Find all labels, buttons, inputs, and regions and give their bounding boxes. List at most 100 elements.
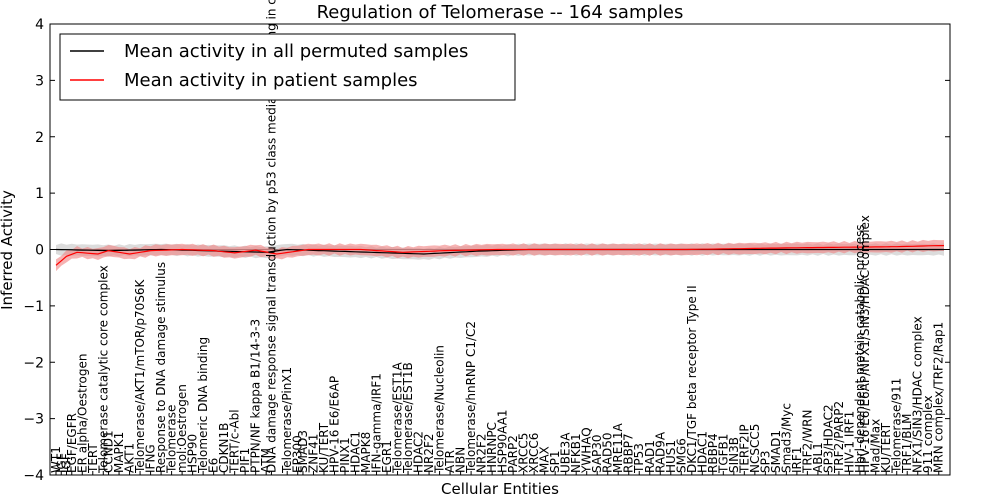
x-tick-label: NCSCC5 [748,424,762,473]
x-tick-label: EP300 [291,435,305,473]
x-axis-label: Cellular Entities [441,480,559,498]
x-tick-label: Telomerase/EST1B [401,362,415,474]
y-tick-label: 3 [35,73,44,89]
x-tick-label: DNA damage response signal transduction … [264,0,278,473]
x-tick-label: HNRNPC [485,422,499,473]
x-tick-label: RAD1 [643,440,657,473]
x-tick-label: HDAC1 [349,431,363,473]
x-tick-label: SMAD1 [769,430,783,473]
x-tick-label: ER alpha/Oestrogen [75,354,89,473]
x-tick-label: ZNF41 [307,434,321,473]
x-tick-label: mol:Oestrogen [175,384,189,473]
x-tick-label: HDAC1 [695,431,709,473]
y-tick-label: −1 [23,299,44,315]
x-tick-label: Smad3/Myc [779,403,793,473]
x-tick-label: ABL1 [811,442,825,473]
x-tick-label: SMG6 [674,438,688,473]
x-tick-label: PIF1 [238,448,252,473]
y-tick-label: 2 [35,130,44,146]
y-tick-label: 1 [35,186,44,202]
x-tick-label: MAX [538,446,552,473]
x-tick-label: Telomerase/hnRNP C1/C2 [464,321,478,474]
x-tick-label: CDKN1B [217,423,231,473]
y-tick-label: −3 [23,412,44,428]
x-tick-label: HSP90 [186,434,200,473]
legend-label-2: Mean activity in patient samples [124,70,418,91]
legend: Mean activity in all permuted samples Mea… [59,33,516,101]
x-tick-label: TP53 [632,443,646,474]
x-tick-label: HUS1 [664,440,678,473]
x-tick-label: Telomerase/911 [890,378,904,474]
legend-box [59,33,516,101]
x-tick-label: Telomerase/Nucleolin [433,345,447,474]
x-tick-label: RBBP4 [706,433,720,473]
x-tick-label: UBE3A [559,432,573,473]
x-tick-label: TRF2/WRN [800,410,814,474]
chart-title: Regulation of Telomerase -- 164 samples [317,2,684,23]
x-tick-label: HPV-16 E6/E6AP/NFX1/SIN3/HDAC complex [858,215,872,473]
x-tick-label: SP3/HDAC2 [821,404,835,473]
y-tick-label: 0 [35,243,44,259]
x-tick-label: HDAC2 [412,431,426,473]
x-tick-label: ATR [443,450,457,473]
x-tick-label: Telomerase/PinX1 [280,367,294,474]
x-tick-label: TRF2/PARP2 [832,401,846,474]
x-tick-label: TERT [86,443,100,474]
x-tick-label: Telomerase/AKT1/mTOR/p70S6K [133,278,147,474]
x-tick-label: Telomerase [165,405,179,474]
x-tick-label: CCND1 [102,430,116,473]
x-tick-label: IRF1 [790,447,804,473]
x-tick-label: XRCC5 [517,433,531,473]
x-tick-label: AKT1 [123,443,137,473]
x-tick-label: Telomeric DNA binding [196,337,210,474]
x-tick-label: TRF1/BLM [900,413,914,474]
series-line-2 [55,245,944,266]
x-tick-label: PARP2 [506,435,520,473]
x-tick-label: MAPK8 [359,432,373,473]
y-tick-label: −2 [23,355,44,371]
x-tick-label: EGF/EGFR [65,413,79,473]
x-tick-label: SIN3B [727,437,741,473]
x-tick-label: WT1 [49,446,63,473]
x-tick-label: NFX1/SIN3/HDAC complex [911,316,925,473]
y-tick-label: 4 [35,17,44,33]
x-tick-label: Response to DNA damage stimulus [154,262,168,473]
x-tick-label: Telomerase/EST1A [391,361,405,474]
x-tick-label: HIV-1 IRF1 [842,411,856,473]
x-tick-label: PTPN/NF kappa B1/14-3-3 [249,319,263,473]
x-tick-label: SP1 [548,451,562,474]
x-tick-label: RBBP7 [622,433,636,473]
legend-label-1: Mean activity in all permuted samples [124,41,468,62]
x-tick-label: Hbrl-dependent protein catabolic process [853,224,867,473]
x-tick-label: TGFB1 [716,434,730,474]
x-tick-label: Telomerase catalytic core complex [96,265,110,474]
x-tick-label: E6 [207,458,221,473]
x-tick-label: MRE11A [611,422,625,473]
x-tick-label: IGF [54,453,68,473]
x-tick-label: IGF [60,453,74,473]
x-tick-label: NR2F2 [475,434,489,474]
x-tick-label: TERT/c-Abl [228,409,242,474]
x-tick-label: TERF2IP [737,424,751,474]
x-tick-label: 911 complex [921,395,935,473]
x-tick-label: YWHAQ [580,427,594,474]
x-tick-label: HSP90AA1 [496,409,510,473]
x-tick-label: KU/TERT [317,422,331,473]
x-tick-label: IFNG [144,444,158,473]
x-tick-label: HPV-16 E6/E6AP [328,376,342,473]
x-tick-label: NFKB1 [569,433,583,473]
x-tick-label: Mad/Max [869,419,883,473]
y-tick-label: −4 [23,468,44,484]
x-tick-label: NBN [454,447,468,473]
x-tick-label: RAD50 [601,432,615,473]
x-tick-label: KU/TERT [879,422,893,473]
confidence-band-2 [56,239,944,272]
x-tick-label: ATM [259,448,273,473]
x-tick-label: SAP30 [590,434,604,473]
x-tick-label: MAPK1 [112,432,126,473]
x-tick-label: XRCC6 [527,433,541,473]
x-tick-label: MRN complex/TRF2/Rap1 [932,322,946,473]
x-tick-label: SMAD3 [296,430,310,473]
x-tick-label: SP3 [758,451,772,474]
